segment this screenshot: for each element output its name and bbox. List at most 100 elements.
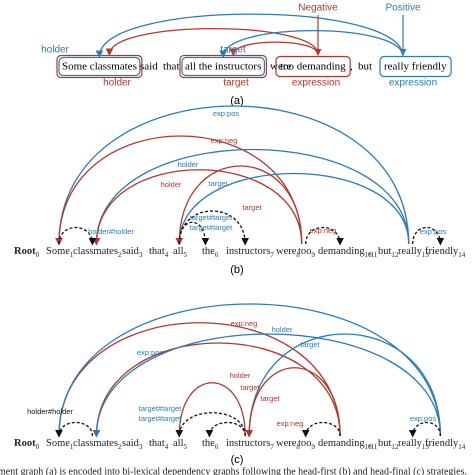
arc	[55, 422, 94, 438]
token: Root0	[14, 246, 40, 258]
token: said3	[122, 246, 143, 258]
token-word: all	[173, 438, 184, 449]
token-word: that	[149, 438, 165, 449]
token-word: friendly	[425, 246, 459, 257]
token: instructors7	[226, 438, 274, 450]
token: instructors7	[226, 246, 274, 258]
token-word: said	[122, 438, 140, 449]
token-index: 10	[365, 443, 373, 451]
token: but12	[378, 438, 399, 450]
token-index: 4	[165, 251, 169, 259]
arc-label: target	[240, 383, 260, 392]
arc-label: exp:neg	[231, 319, 258, 328]
arc	[245, 367, 341, 438]
token-word: friendly	[425, 438, 459, 449]
token-word: but	[378, 246, 392, 257]
token: but12	[378, 246, 399, 258]
arc-label: exp:neg	[310, 226, 337, 235]
arc	[219, 29, 404, 59]
arc-label: target#target	[190, 213, 233, 222]
span-label: holder	[41, 45, 69, 56]
token: really13	[398, 438, 429, 450]
token-word: too	[298, 438, 311, 449]
token-word: the	[202, 246, 215, 257]
token-index: 11	[371, 443, 378, 451]
token: all5	[173, 246, 188, 258]
span-label: holder	[103, 78, 131, 89]
token-word: classmates	[73, 246, 118, 257]
token: all the instructors	[185, 61, 261, 73]
token-word: that	[149, 246, 165, 257]
token: were8	[276, 438, 300, 450]
token-index: 0	[36, 251, 40, 259]
token-index: 12	[391, 443, 399, 451]
token: that	[163, 61, 180, 73]
token: really friendly	[384, 61, 447, 73]
arc	[92, 148, 410, 246]
token: too9	[298, 246, 315, 258]
token: said	[140, 61, 158, 73]
token: all5	[173, 438, 188, 450]
token: were8	[276, 246, 300, 258]
token-word: demanding	[318, 246, 365, 257]
token-index: 13	[422, 251, 430, 259]
arc	[92, 333, 442, 438]
token-index: 10	[365, 251, 373, 259]
arc-label: target#target	[190, 223, 233, 232]
token: friendly14	[425, 246, 466, 258]
arc	[305, 227, 344, 246]
token-index: 4	[165, 443, 169, 451]
token-index: 6	[215, 443, 219, 451]
arc-label: exp:pos	[410, 414, 437, 423]
token: Root0	[14, 438, 40, 450]
token: demanding10	[318, 246, 372, 258]
arc	[95, 13, 404, 59]
token: but	[358, 61, 372, 73]
token: ,11	[368, 246, 378, 258]
token: friendly14	[425, 438, 466, 450]
arc	[175, 173, 410, 246]
token: were	[270, 61, 291, 73]
caption: (b)	[230, 264, 243, 276]
arc-label: holder	[178, 160, 199, 169]
polarity-label: Positive	[385, 3, 420, 14]
arc	[105, 28, 319, 57]
arc	[58, 227, 97, 246]
arc-label: target#target	[139, 414, 182, 423]
arc	[92, 342, 341, 438]
arc-label: target	[242, 203, 262, 212]
token-word: ,	[368, 246, 371, 257]
span-label: target	[223, 78, 249, 89]
arc-label: target	[208, 179, 228, 188]
token: classmates2	[73, 246, 122, 258]
token-word: really	[398, 438, 423, 449]
token-word: but	[378, 438, 392, 449]
arc-label: target	[300, 340, 320, 349]
token: that4	[149, 438, 169, 450]
token-word: really	[398, 246, 423, 257]
span-box	[275, 55, 351, 78]
token-word: were	[276, 438, 297, 449]
arc-label: target	[260, 394, 280, 403]
arc	[245, 333, 442, 438]
token-word: the	[202, 438, 215, 449]
arc	[178, 221, 210, 246]
arc-label: holder#holder	[27, 407, 73, 416]
token-word: demanding	[318, 438, 365, 449]
caption: (a)	[230, 95, 243, 107]
token-index: 14	[458, 251, 466, 259]
token-index: 7	[270, 251, 274, 259]
token: the6	[202, 246, 219, 258]
arc-label: exp:pos	[420, 227, 447, 236]
token-index: 12	[391, 251, 399, 259]
token-index: 9	[311, 251, 315, 259]
token-index: 3	[139, 251, 143, 259]
token-word: said	[122, 246, 140, 257]
arc	[175, 165, 303, 246]
token-word: instructors	[226, 438, 270, 449]
arc	[408, 421, 442, 438]
token: ,	[350, 61, 353, 73]
arc-label: holder	[272, 325, 293, 334]
